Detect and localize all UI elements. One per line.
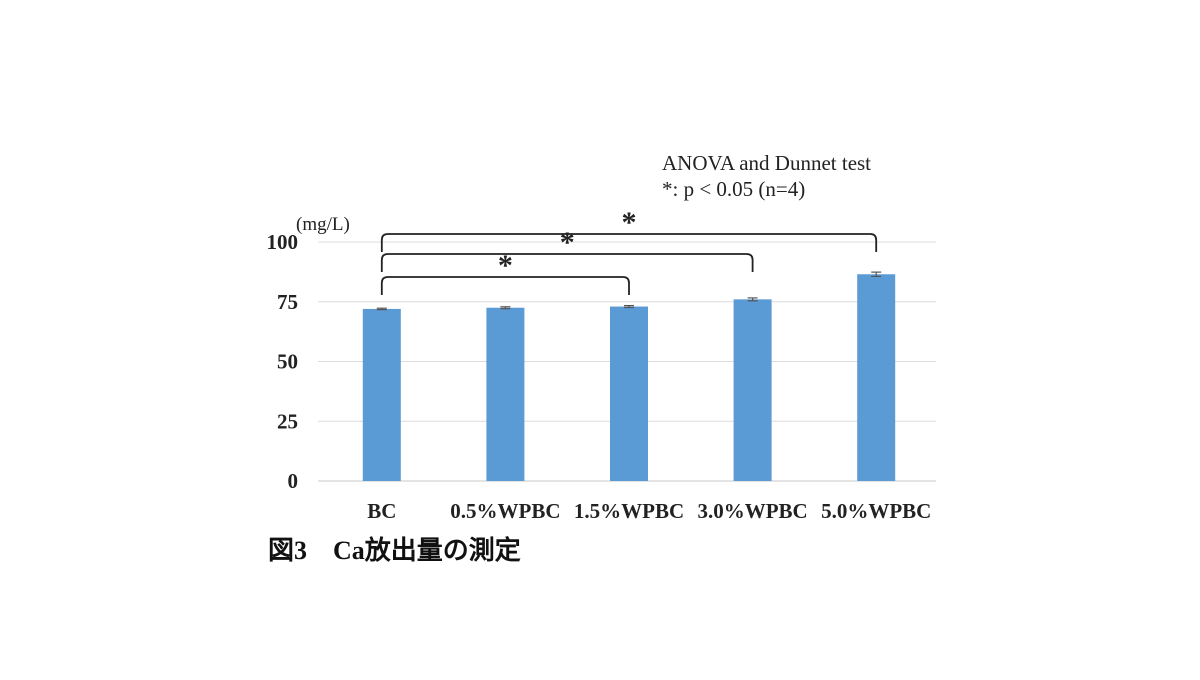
bar-05wpbc	[486, 307, 525, 481]
bar-15wpbc	[610, 306, 648, 481]
y-tick-label: 0	[288, 469, 299, 493]
bracket-line	[380, 233, 878, 252]
x-tick-label: 5.0%WPBC	[821, 499, 931, 523]
y-axis-ticks: 0 25 50 75 100	[267, 230, 299, 493]
significance-star: *	[560, 226, 575, 259]
bars	[362, 274, 896, 481]
x-tick-label: BC	[367, 499, 396, 523]
stats-note-line-2: *: p < 0.05 (n=4)	[662, 177, 805, 201]
error-bar	[500, 306, 511, 310]
error-bars	[376, 271, 882, 311]
y-tick-label: 100	[267, 230, 299, 254]
significance-bracket: *	[380, 249, 630, 295]
error-bar	[871, 271, 882, 278]
x-axis-ticks: BC 0.5%WPBC 1.5%WPBC 3.0%WPBC 5.0%WPBC	[367, 499, 931, 523]
y-tick-label: 75	[277, 290, 298, 314]
error-bar	[624, 304, 634, 309]
significance-star: *	[498, 249, 513, 282]
error-bar	[747, 297, 758, 302]
bracket-line	[380, 276, 630, 295]
figure-caption: 図3 Ca放出量の測定	[268, 535, 521, 565]
bracket-line	[380, 253, 754, 272]
significance-brackets: * * *	[380, 206, 878, 295]
y-axis-unit-label: (mg/L)	[296, 214, 350, 235]
significance-bracket: *	[380, 226, 754, 272]
bar-30wpbc	[733, 299, 772, 481]
y-tick-label: 25	[277, 409, 298, 433]
significance-bracket: *	[380, 206, 878, 252]
y-tick-label: 50	[277, 350, 298, 374]
x-tick-label: 0.5%WPBC	[450, 499, 560, 523]
error-bar	[376, 307, 387, 311]
bar-50wpbc	[857, 274, 896, 481]
x-tick-label: 1.5%WPBC	[574, 499, 684, 523]
x-tick-label: 3.0%WPBC	[697, 499, 807, 523]
significance-star: *	[622, 206, 637, 239]
bar-bc	[362, 308, 401, 481]
stats-note-line-1: ANOVA and Dunnet test	[662, 151, 871, 175]
